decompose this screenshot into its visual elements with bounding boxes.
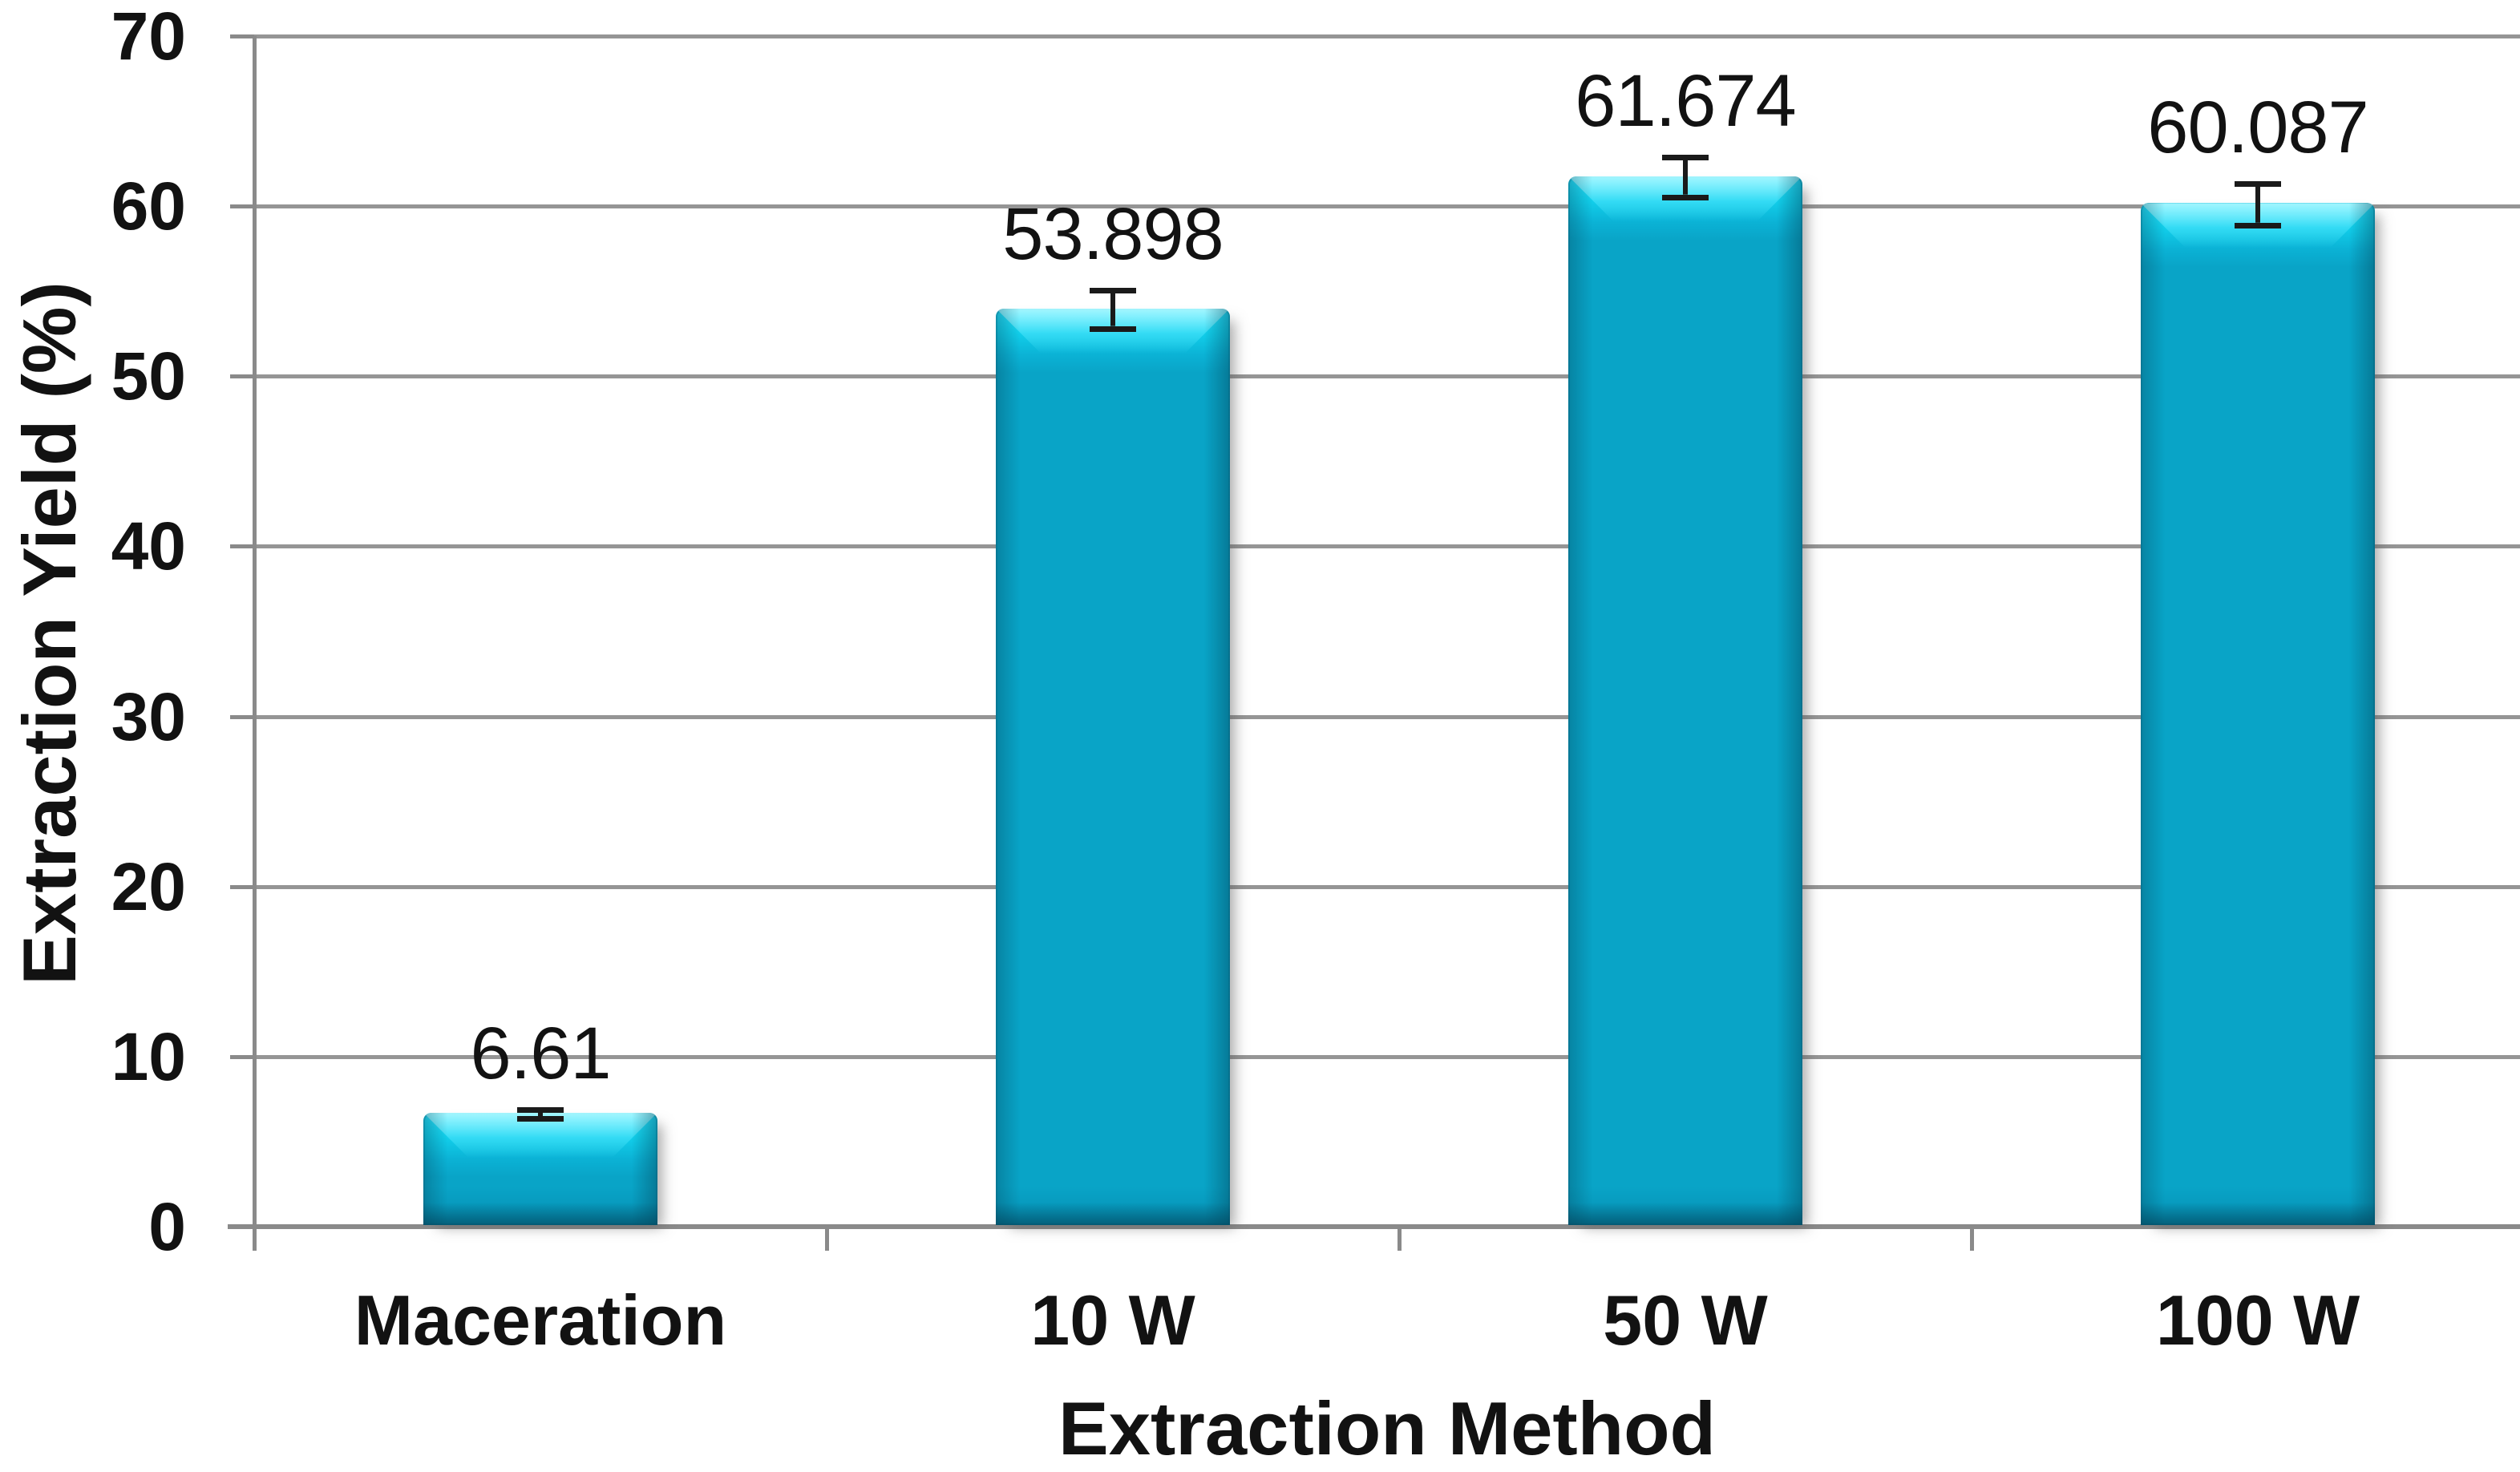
y-tick-label: 60 [111,168,186,245]
x-axis-line [228,1224,2520,1229]
plot-area [254,34,2520,1227]
y-tick-label: 0 [148,1189,186,1264]
bar [996,308,1230,1226]
error-bar [517,1106,564,1122]
error-bar [1090,288,1136,332]
gridline [254,884,2520,889]
x-tick-label: 50 W [1603,1280,1768,1360]
y-tick-label: 20 [111,848,186,924]
y-tick-label: 70 [111,0,186,74]
error-bar [2235,181,2281,228]
y-tick-label: 30 [111,678,186,754]
y-tick-mark [230,1054,254,1059]
data-label: 61.674 [1575,60,1796,143]
x-axis-title: Extraction Method [1058,1386,1716,1470]
gridline [254,714,2520,719]
bar [423,1112,657,1226]
y-tick-label: 50 [111,338,186,415]
y-tick-mark [230,374,254,379]
y-tick-mark [230,884,254,889]
gridline [254,544,2520,549]
y-tick-label: 40 [111,508,186,584]
bar [1568,176,1802,1226]
gridline [254,1054,2520,1059]
y-tick-label: 10 [111,1018,186,1094]
y-tick-mark [230,204,254,209]
y-tick-mark [230,544,254,549]
x-tick-mark [1398,1227,1402,1251]
error-bar [1662,155,1709,200]
bar [2141,203,2375,1225]
data-label: 6.61 [470,1012,611,1094]
x-tick-mark [825,1227,829,1251]
y-tick-mark [230,34,254,38]
y-axis-line [253,36,257,1249]
data-label: 53.898 [1002,193,1224,276]
x-tick-label: Maceration [354,1280,727,1360]
x-tick-label: 10 W [1030,1280,1195,1360]
x-tick-mark [1970,1227,1974,1251]
x-tick-label: 100 W [2155,1280,2360,1360]
data-label: 60.087 [2147,87,2368,169]
gridline [254,204,2520,209]
y-tick-mark [230,714,254,719]
gridline [254,374,2520,379]
gridline [254,34,2520,38]
